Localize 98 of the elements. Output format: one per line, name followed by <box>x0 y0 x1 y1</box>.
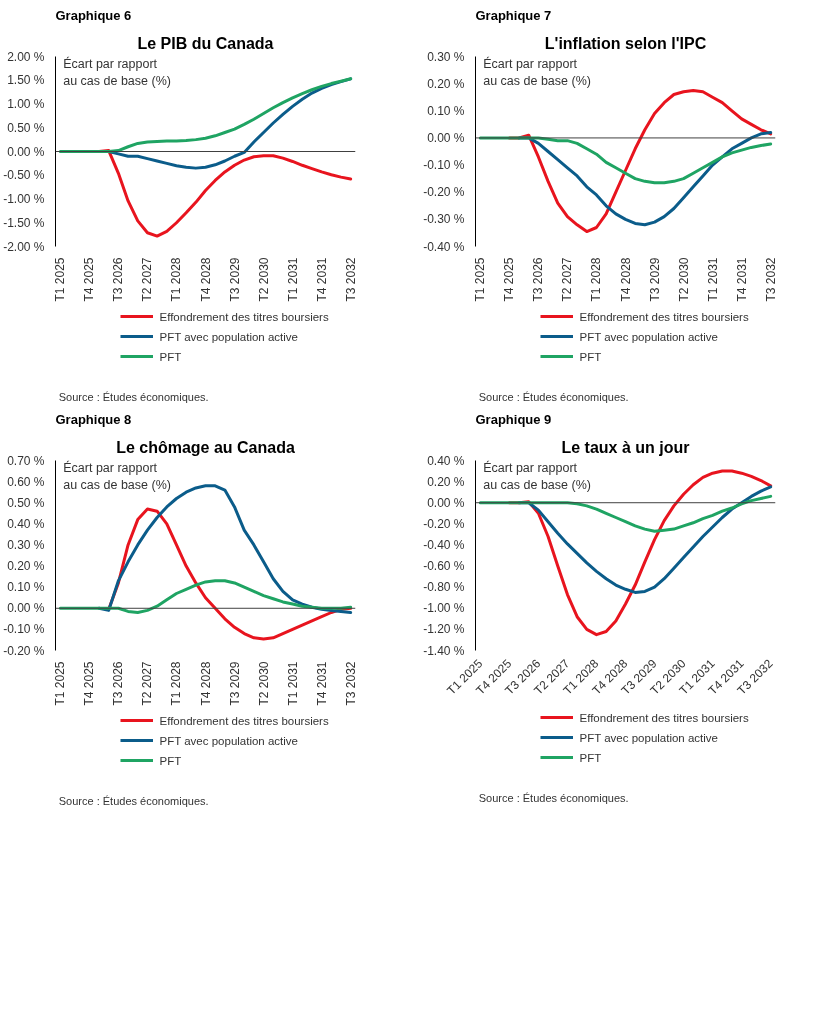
x-tick-label: T1 2028 <box>589 257 604 302</box>
legend-label: Effondrement des titres boursiers <box>159 310 329 323</box>
x-tick-label: T2 2027 <box>140 661 155 706</box>
source-note: Source : Études économiques. <box>58 794 209 807</box>
y-tick-label: 0.10 % <box>7 580 45 595</box>
x-tick-label: T2 2030 <box>256 661 271 706</box>
y-tick-label: -0.60 % <box>423 559 465 574</box>
y-tick-label: 0.10 % <box>427 103 465 118</box>
y-tick-label: -1.50 % <box>3 215 45 230</box>
source-note: Source : Études économiques. <box>478 390 629 403</box>
y-tick-label: -0.80 % <box>423 580 465 595</box>
x-tick-label: T3 2029 <box>227 257 242 302</box>
legend-label: PFT <box>159 754 182 767</box>
legend-label: PFT <box>579 350 602 363</box>
chart-subtitle: Graphique 7 <box>475 7 552 23</box>
x-tick-label: T4 2028 <box>198 257 213 302</box>
y-tick-label: 0.60 % <box>7 474 45 489</box>
x-tick-label: T3 2032 <box>763 257 778 302</box>
legend-label: PFT <box>579 751 602 764</box>
y-axis-title: Écart par rapport au cas de base (%) <box>63 459 171 492</box>
x-tick-label: T1 2028 <box>169 257 184 302</box>
chart-title: L'inflation selon l'IPC <box>544 34 707 52</box>
y-tick-label: -0.40 % <box>423 537 465 552</box>
y-tick-label: 0.20 % <box>427 76 465 91</box>
y-tick-label: 2.00 % <box>7 49 45 64</box>
source-note: Source : Études économiques. <box>58 390 209 403</box>
y-axis-title: Écart par rapport au cas de base (%) <box>63 55 171 88</box>
x-tick-label: T3 2026 <box>531 257 546 302</box>
x-tick-label: T3 2029 <box>647 257 662 302</box>
legend-label: PFT <box>159 350 182 363</box>
x-tick-label: T3 2026 <box>111 661 126 706</box>
y-tick-label: -1.00 % <box>423 601 465 616</box>
x-tick-label: T4 2031 <box>314 661 329 706</box>
y-tick-label: -0.30 % <box>423 212 465 227</box>
x-tick-label: T4 2025 <box>82 661 97 706</box>
y-tick-label: 0.40 % <box>7 516 45 531</box>
x-tick-label: T2 2030 <box>676 257 691 302</box>
y-tick-label: -2.00 % <box>3 239 45 254</box>
y-tick-label: 0.50 % <box>7 495 45 510</box>
chart-subtitle: Graphique 6 <box>55 7 132 23</box>
x-tick-label: T3 2032 <box>343 257 358 302</box>
x-tick-label: T1 2031 <box>285 661 300 706</box>
y-tick-label: 1.50 % <box>7 73 45 88</box>
x-tick-label: T2 2027 <box>560 257 575 302</box>
y-tick-label: -1.40 % <box>423 643 465 658</box>
y-tick-label: 0.20 % <box>7 559 45 574</box>
x-tick-label: T2 2027 <box>140 257 155 302</box>
source-note: Source : Études économiques. <box>478 791 629 804</box>
x-tick-label: T2 2030 <box>256 257 271 302</box>
legend-label: Effondrement des titres boursiers <box>579 711 749 724</box>
chart-subtitle: Graphique 8 <box>55 411 132 427</box>
y-tick-label: -1.20 % <box>423 622 465 637</box>
legend-label: PFT avec population active <box>579 330 719 343</box>
y-tick-label: 0.50 % <box>7 120 45 135</box>
x-tick-label: T4 2025 <box>82 257 97 302</box>
y-tick-label: 0.70 % <box>7 453 45 468</box>
y-tick-label: 0.00 % <box>7 144 45 159</box>
legend-label: PFT avec population active <box>159 330 299 343</box>
chart-title: Le PIB du Canada <box>137 34 274 52</box>
y-tick-label: 0.40 % <box>427 453 465 468</box>
y-tick-label: 0.00 % <box>7 601 45 616</box>
x-tick-label: T3 2032 <box>343 661 358 706</box>
x-tick-label: T4 2031 <box>314 257 329 302</box>
y-tick-label: -0.10 % <box>423 158 465 173</box>
x-tick-label: T4 2028 <box>618 257 633 302</box>
x-tick-label: T1 2025 <box>473 257 488 302</box>
x-tick-label: T1 2031 <box>705 257 720 302</box>
y-tick-label: 0.20 % <box>427 474 465 489</box>
x-tick-label: T1 2025 <box>53 257 68 302</box>
x-tick-label: T4 2031 <box>734 257 749 302</box>
y-tick-label: -0.20 % <box>423 185 465 200</box>
y-tick-label: -1.00 % <box>3 192 45 206</box>
legend-label: Effondrement des titres boursiers <box>159 714 329 727</box>
y-tick-label: 0.30 % <box>7 537 45 552</box>
y-tick-label: -0.20 % <box>3 643 45 658</box>
x-tick-label: T3 2026 <box>111 257 126 302</box>
x-tick-label: T1 2028 <box>169 661 184 706</box>
y-tick-label: -0.40 % <box>423 239 465 254</box>
y-tick-label: 1.00 % <box>7 97 45 111</box>
y-tick-label: -0.50 % <box>3 168 45 183</box>
legend-label: PFT avec population active <box>159 734 299 747</box>
chart-title: Le chômage au Canada <box>116 438 295 456</box>
y-axis-title: Écart par rapport au cas de base (%) <box>483 55 591 88</box>
x-tick-label: T3 2029 <box>227 661 242 706</box>
x-tick-label: T4 2025 <box>502 257 517 302</box>
y-tick-label: 0.00 % <box>427 495 465 510</box>
x-tick-label: T4 2028 <box>198 661 213 706</box>
y-tick-label: -0.20 % <box>423 516 465 531</box>
y-tick-label: 0.00 % <box>427 130 465 145</box>
y-axis-title: Écart par rapport au cas de base (%) <box>483 459 591 492</box>
x-tick-label: T1 2025 <box>53 661 68 706</box>
y-tick-label: -0.10 % <box>3 622 45 637</box>
chart-title: Le taux à un jour <box>561 438 690 456</box>
chart-subtitle: Graphique 9 <box>475 411 552 427</box>
x-tick-label: T1 2031 <box>285 257 300 302</box>
y-tick-label: 0.30 % <box>427 49 465 64</box>
legend-label: Effondrement des titres boursiers <box>579 310 749 323</box>
legend-label: PFT avec population active <box>579 731 719 744</box>
